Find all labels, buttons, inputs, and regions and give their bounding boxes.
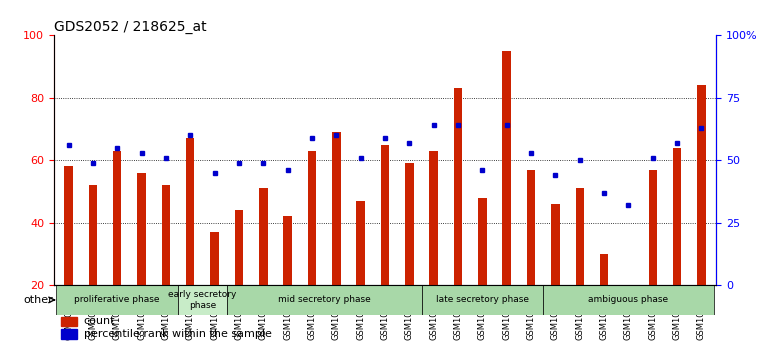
Bar xyxy=(283,216,292,285)
Bar xyxy=(380,144,390,285)
Text: other: other xyxy=(24,295,53,305)
Bar xyxy=(575,188,584,285)
Text: ambiguous phase: ambiguous phase xyxy=(588,296,668,304)
Bar xyxy=(259,188,267,285)
FancyBboxPatch shape xyxy=(56,285,178,315)
Bar xyxy=(430,151,438,285)
Bar xyxy=(113,151,122,285)
Text: late secretory phase: late secretory phase xyxy=(436,296,529,304)
Bar xyxy=(210,232,219,285)
FancyBboxPatch shape xyxy=(421,285,544,315)
Text: percentile rank within the sample: percentile rank within the sample xyxy=(84,329,272,339)
Bar xyxy=(478,198,487,285)
Bar xyxy=(64,166,73,285)
Bar xyxy=(527,170,535,285)
Bar xyxy=(648,170,657,285)
Bar xyxy=(89,185,97,285)
FancyBboxPatch shape xyxy=(178,285,226,315)
Bar xyxy=(137,173,146,285)
Bar xyxy=(551,204,560,285)
Text: proliferative phase: proliferative phase xyxy=(75,296,160,304)
Bar xyxy=(673,148,681,285)
Bar xyxy=(332,132,340,285)
Bar xyxy=(357,201,365,285)
Bar xyxy=(600,254,608,285)
Bar xyxy=(454,88,462,285)
Text: early secretory
phase: early secretory phase xyxy=(168,290,236,310)
Bar xyxy=(697,85,706,285)
FancyBboxPatch shape xyxy=(544,285,714,315)
Bar xyxy=(405,163,413,285)
Bar xyxy=(61,329,77,338)
Bar xyxy=(61,316,77,326)
Bar xyxy=(235,210,243,285)
FancyBboxPatch shape xyxy=(226,285,421,315)
Bar xyxy=(162,185,170,285)
Bar xyxy=(186,138,195,285)
Bar xyxy=(308,151,316,285)
Text: count: count xyxy=(84,316,116,326)
Bar xyxy=(503,51,511,285)
Text: mid secretory phase: mid secretory phase xyxy=(278,296,370,304)
Text: GDS2052 / 218625_at: GDS2052 / 218625_at xyxy=(54,21,206,34)
